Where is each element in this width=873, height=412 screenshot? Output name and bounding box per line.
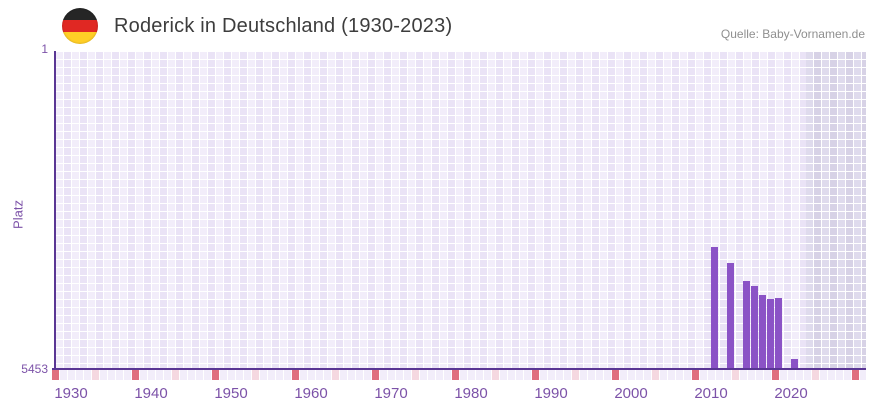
- y-axis-line: [54, 51, 56, 370]
- source-label: Quelle: Baby-Vornamen.de: [720, 27, 865, 41]
- x-axis-tick-1940: 1940: [134, 385, 168, 402]
- y-axis-tick-top: 1: [41, 42, 48, 56]
- rank-bar-2018[interactable]: [767, 298, 774, 368]
- chart-title: Roderick in Deutschland (1930-2023): [114, 15, 453, 37]
- x-axis-tick-1930: 1930: [54, 385, 88, 402]
- rank-bar-2015[interactable]: [743, 280, 750, 368]
- y-axis-tick-bottom: 5453: [21, 362, 48, 376]
- rank-bar-2019[interactable]: [775, 297, 782, 368]
- rank-bar-2021[interactable]: [791, 358, 798, 368]
- rank-bar-2016[interactable]: [751, 285, 758, 368]
- x-axis-tick-1950: 1950: [214, 385, 248, 402]
- rank-bar-2013[interactable]: [727, 262, 734, 368]
- germany-flag-icon: [62, 8, 98, 44]
- x-axis-tick-2020: 2020: [774, 385, 808, 402]
- x-axis-tick-1990: 1990: [534, 385, 568, 402]
- x-axis-line: [52, 368, 866, 370]
- rank-bar-2011[interactable]: [711, 247, 718, 368]
- plot-area[interactable]: [56, 52, 866, 368]
- x-axis-tick-1960: 1960: [294, 385, 328, 402]
- x-axis-tick-1980: 1980: [454, 385, 488, 402]
- x-axis-tick-2000: 2000: [614, 385, 648, 402]
- no-data-band: [806, 52, 866, 368]
- decade-marker-strip: [52, 370, 866, 380]
- x-axis-tick-2010: 2010: [694, 385, 728, 402]
- x-axis-tick-1970: 1970: [374, 385, 408, 402]
- y-axis-title: Platz: [10, 200, 26, 229]
- rank-bar-2017[interactable]: [759, 294, 766, 368]
